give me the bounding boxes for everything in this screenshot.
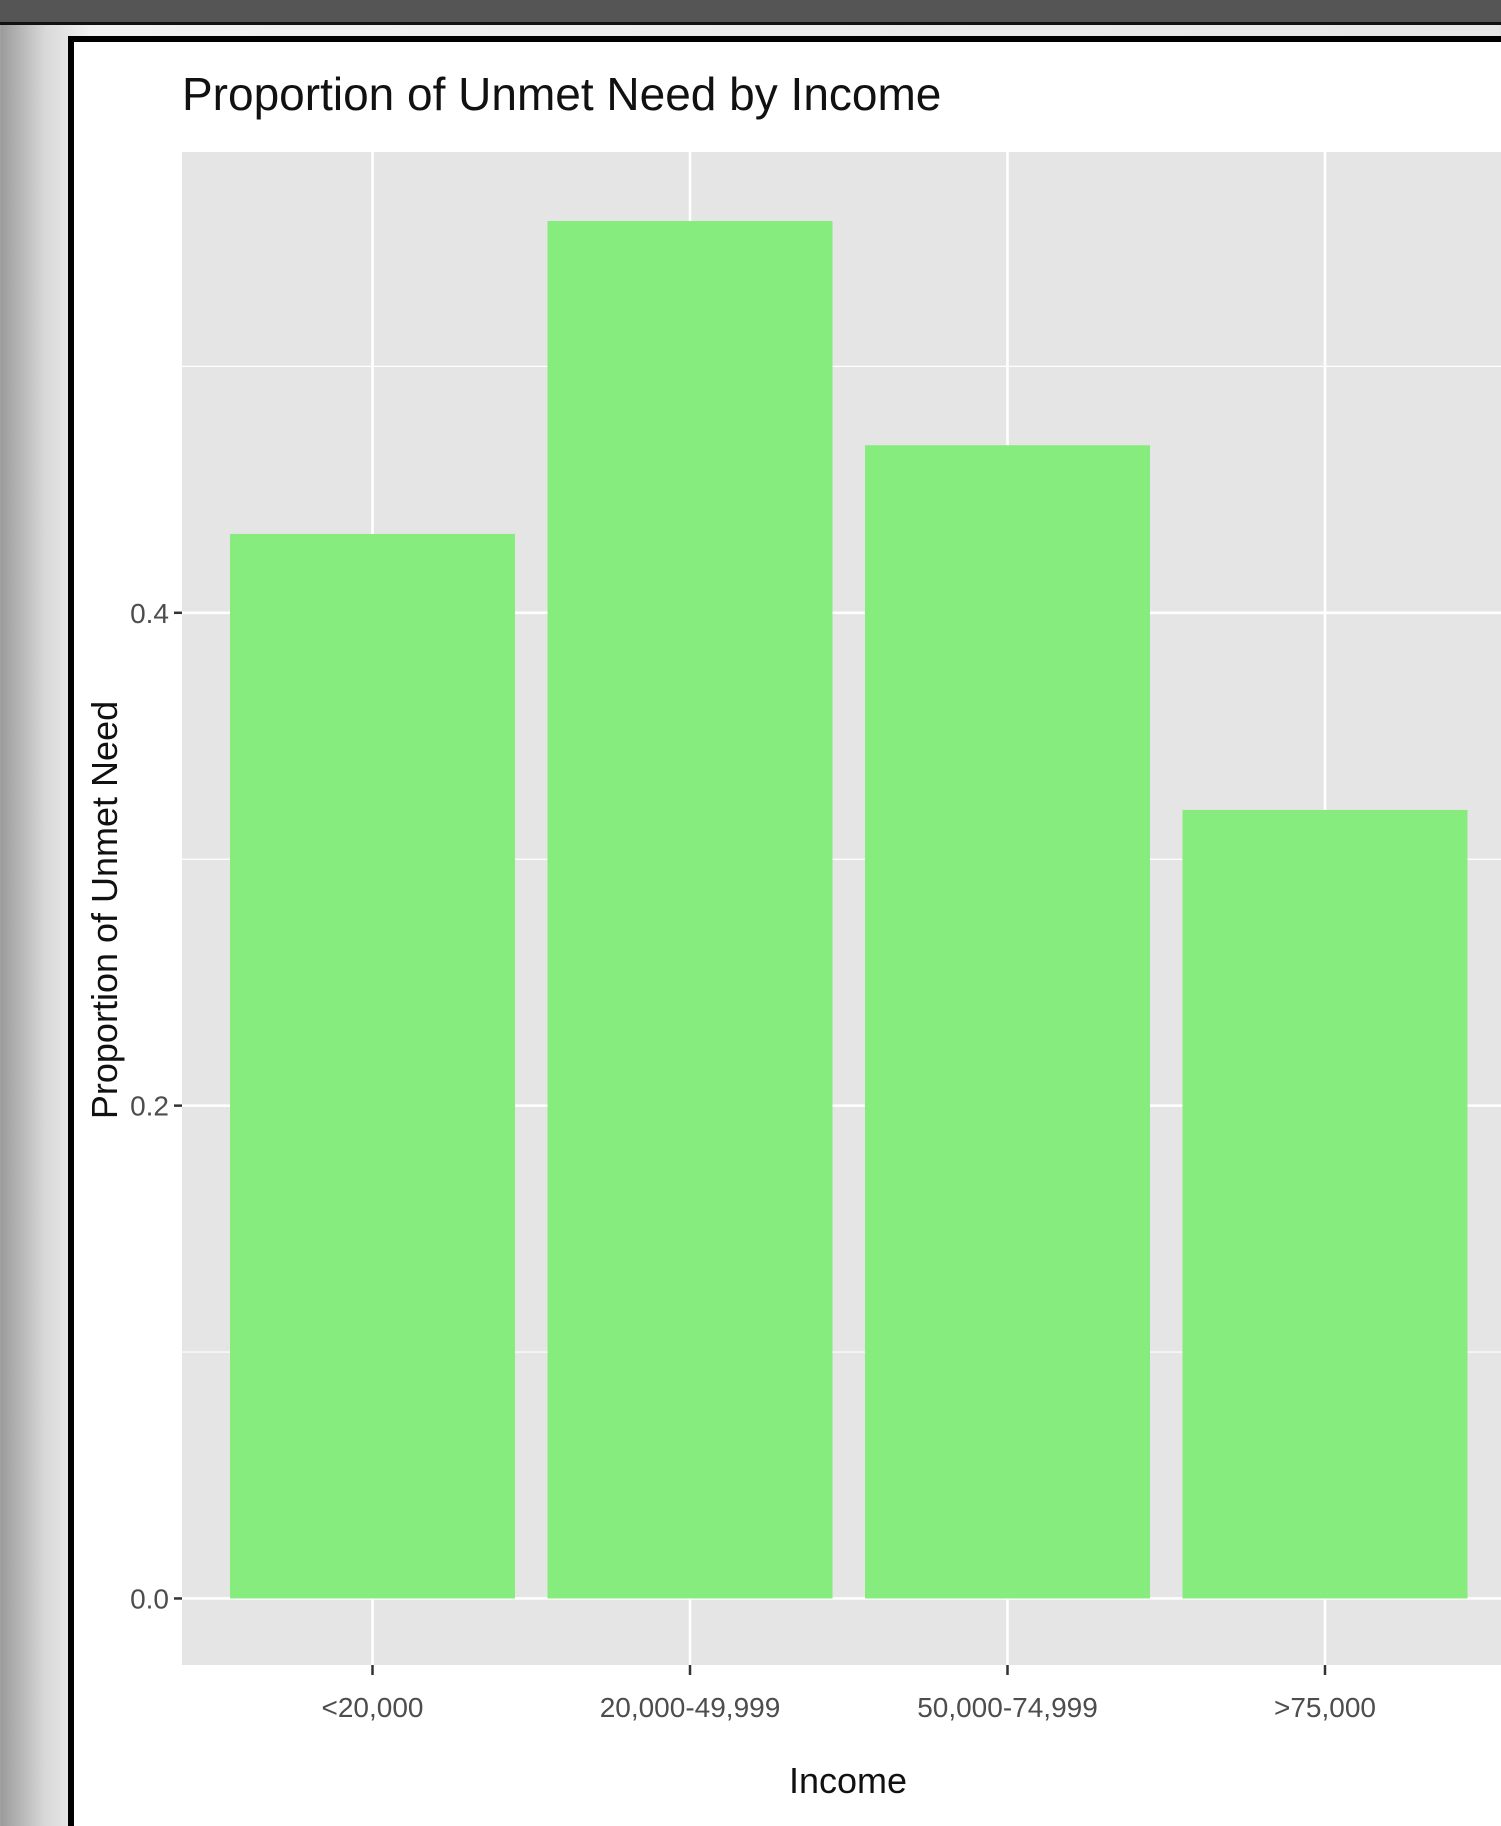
bar bbox=[230, 533, 515, 1599]
chart-title: Proportion of Unmet Need by Income bbox=[182, 68, 941, 120]
x-tick-label: 50,000-74,999 bbox=[917, 1692, 1098, 1723]
y-tick-label: 0.2 bbox=[130, 1091, 169, 1122]
y-tick-label: 0.4 bbox=[130, 598, 169, 629]
x-tick-label: >75,000 bbox=[1274, 1692, 1376, 1723]
y-axis-title: Proportion of Unmet Need bbox=[84, 701, 125, 1119]
x-axis-title: Income bbox=[789, 1760, 907, 1801]
bar bbox=[1182, 809, 1468, 1599]
x-axis: <20,000 20,000-49,999 50,000-74,999 >75,000 bbox=[322, 1665, 1376, 1723]
bar bbox=[547, 220, 833, 1599]
bars bbox=[230, 220, 1468, 1599]
y-tick-label: 0.0 bbox=[130, 1583, 169, 1614]
y-axis: 0.0 0.2 0.4 bbox=[130, 598, 182, 1614]
x-tick-label: <20,000 bbox=[322, 1692, 424, 1723]
x-tick-label: 20,000-49,999 bbox=[600, 1692, 781, 1723]
bar bbox=[865, 445, 1150, 1599]
top-band bbox=[0, 0, 1501, 25]
